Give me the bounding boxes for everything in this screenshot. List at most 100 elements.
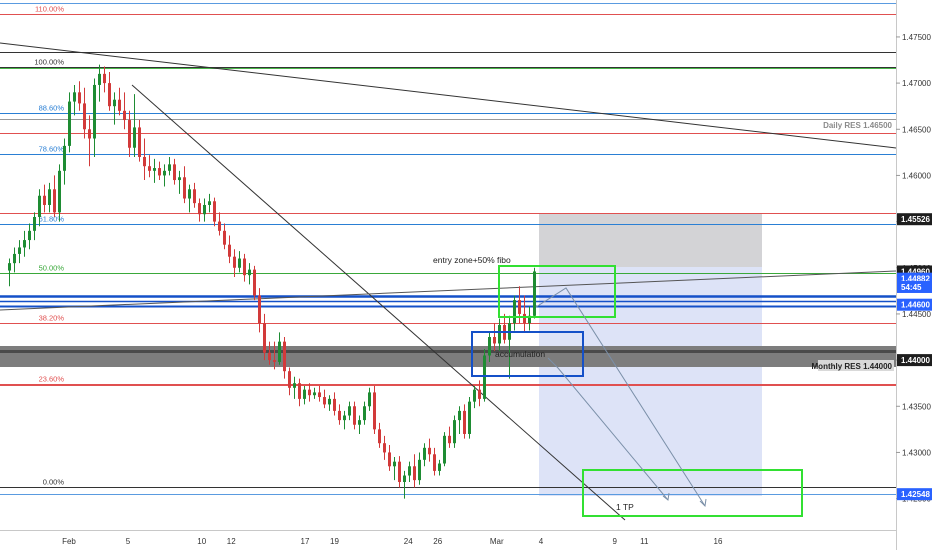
candle-39 [203,198,206,222]
x-tick-label-4: 17 [301,537,310,546]
candle-49 [253,265,256,301]
candle-22 [118,87,121,116]
annotation-2: 1 TP [616,502,634,512]
candle-104 [528,306,531,331]
time-axis[interactable]: Feb 5 10 12 17 19 24 26 Mar 4 9 11 16 [0,530,896,550]
y-tick-label-0: 1.47500 [902,33,931,42]
projection-path-lower [547,357,669,501]
candle-14 [78,81,81,111]
candle-43 [223,223,226,250]
candle-103 [523,295,526,333]
price-tag-label-6: 1.42548 [901,490,930,499]
candle-5 [33,212,36,241]
candle-86 [438,459,441,476]
trendline-daily [0,42,897,149]
candle-6 [38,189,41,227]
candle-26 [138,120,141,162]
candle-12 [68,92,71,153]
level-label-0: Daily RES 1.46500 [823,121,892,130]
annotations-layer: entry zone+50% fibo accumulation 1 TP Daily… [433,121,894,517]
candle-60 [308,383,311,402]
candle-57 [293,376,296,399]
fib-label-7: 23.60% [39,375,65,384]
candle-90 [458,406,461,434]
price-axis[interactable]: 1.475001.470001.465001.460001.455001.450… [896,0,932,550]
candle-40 [208,193,211,213]
candle-78 [398,456,401,488]
candle-37 [193,182,196,208]
candle-71 [363,401,366,425]
candle-66 [338,404,341,425]
price-tag-5 [897,354,932,367]
candle-52 [268,341,271,365]
projection-risk-zone [539,213,762,267]
candle-92 [468,397,471,439]
candle-59 [303,385,306,405]
y-tick-label-1: 1.47000 [902,79,931,88]
candle-98 [498,318,501,351]
x-tick-label-3: 12 [227,537,236,546]
price-tag-label-5: 1.44000 [901,356,930,365]
accumulation-box [471,331,584,377]
fib-label-3: 78.60% [39,145,65,154]
zones-layer [0,213,896,496]
x-tick-label-1: 5 [126,537,131,546]
x-tick-label-5: 19 [330,537,339,546]
candle-33 [173,158,176,185]
candle-50 [258,288,261,333]
candle-8 [48,182,51,213]
arrowhead-lower [662,492,670,501]
projection-target-zone [539,267,762,496]
candle-84 [428,438,431,462]
candle-54 [278,332,281,365]
candle-46 [238,251,241,273]
level-label-bg-1 [818,360,894,371]
annotation-1: accumulation [495,349,545,359]
candle-70 [358,415,361,434]
candle-21 [113,92,116,125]
x-tick-label-9: 4 [539,537,544,546]
candle-38 [198,198,201,222]
candle-44 [228,235,231,264]
candle-10 [58,164,61,222]
candle-97 [493,323,496,351]
candle-72 [368,387,371,411]
x-tick-label-12: 16 [714,537,723,546]
candle-96 [488,332,491,362]
price-tag-label-4: 1.44600 [901,301,930,310]
candle-27 [143,138,146,181]
candle-18 [98,64,101,102]
candle-51 [263,313,266,361]
candle-17 [93,78,96,157]
candle-77 [393,457,396,481]
candle-53 [273,341,276,370]
fib-label-6: 38.20% [39,314,65,323]
candle-58 [298,378,301,407]
fib-label-0: 110.00% [35,5,64,14]
candle-81 [413,454,416,488]
candle-4 [28,223,31,250]
level-label-1: Monthly RES 1.44000 [812,362,893,371]
candle-42 [218,212,221,236]
candle-48 [248,263,251,285]
candle-32 [168,156,171,176]
candle-73 [373,385,376,434]
candle-87 [443,432,446,467]
candle-69 [353,401,356,430]
candle-41 [213,197,216,227]
arrowhead-upper [699,498,707,508]
y-tick-label-9: 1.43000 [902,448,931,457]
candle-3 [23,230,26,257]
y-tick-label-2: 1.46500 [902,125,931,134]
candle-20 [108,72,111,111]
x-tick-label-0: Feb [62,537,76,546]
candle-79 [403,470,406,499]
candle-75 [383,435,386,460]
candle-13 [73,84,76,116]
x-tick-label-6: 24 [404,537,413,546]
candle-47 [243,253,246,282]
candle-25 [133,94,136,157]
candle-105 [533,267,536,319]
x-tick-label-10: 9 [613,537,618,546]
